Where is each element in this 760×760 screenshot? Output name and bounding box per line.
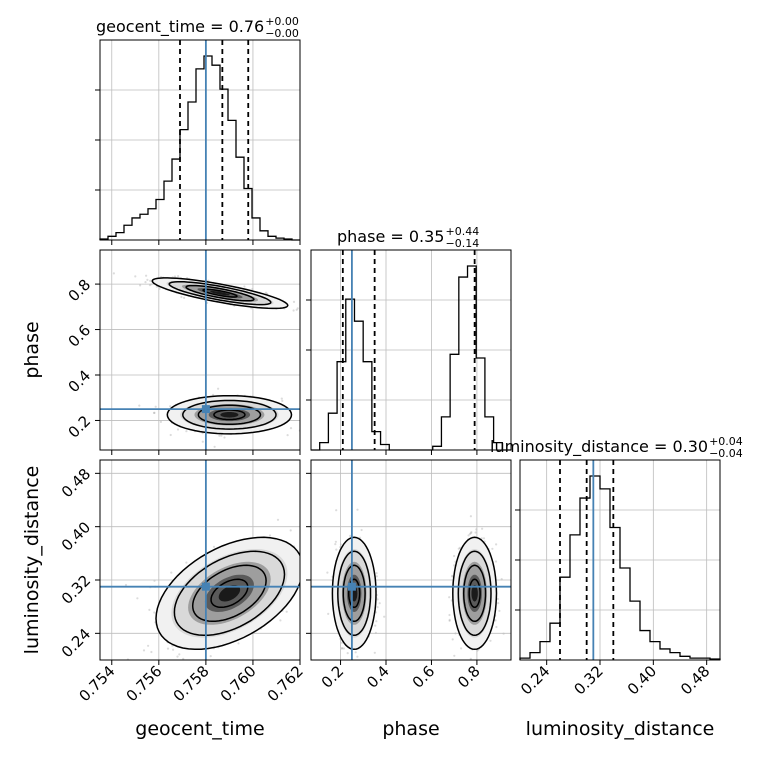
histogram-geocent_time bbox=[99, 55, 300, 241]
panel-frame-10 bbox=[99, 249, 301, 451]
truth-marker-geocent_time_phase bbox=[201, 405, 210, 414]
x-tick-label-geocent_time-4: 0.762 bbox=[264, 662, 307, 705]
contour-1-1 bbox=[168, 280, 272, 306]
x-tick-label-geocent_time-2: 0.758 bbox=[170, 662, 213, 705]
x-axis-label-luminosity_distance: luminosity_distance bbox=[526, 718, 715, 740]
panel-frame-20 bbox=[99, 459, 301, 661]
contour-0-3 bbox=[347, 578, 361, 609]
panel-frame-11 bbox=[310, 249, 512, 451]
contour-layer bbox=[151, 277, 498, 651]
title-sub-geocent_time: −0.00 bbox=[265, 27, 299, 40]
contour-0-2 bbox=[342, 564, 366, 623]
title-luminosity_distance: luminosity_distance = 0.30 +0.04−0.04 bbox=[490, 435, 743, 460]
histogram-luminosity_distance bbox=[519, 475, 721, 660]
density-geocent_time_luminosity_distance bbox=[156, 537, 300, 650]
density-level-0-4 bbox=[218, 585, 241, 602]
y-tick-label-luminosity_distance-1: 0.32 bbox=[58, 572, 94, 608]
contour-1-0 bbox=[151, 277, 289, 310]
title-sub-luminosity_distance: −0.04 bbox=[709, 447, 743, 460]
x-tick-label-phase-2: 0.6 bbox=[409, 662, 439, 692]
x-tick-label-luminosity_distance-2: 0.40 bbox=[624, 662, 660, 698]
title-phase: phase = 0.35 +0.44−0.14 bbox=[337, 225, 479, 250]
y-tick-label-phase-1: 0.4 bbox=[65, 367, 95, 397]
title-geocent_time: geocent_time = 0.76 +0.00−0.00 bbox=[96, 15, 299, 40]
contour-0-0 bbox=[155, 536, 300, 651]
truth-layer bbox=[100, 40, 595, 660]
contour-1-2 bbox=[185, 284, 255, 302]
x-axis-label-geocent_time: geocent_time bbox=[135, 718, 264, 740]
truth-marker-phase_luminosity_distance bbox=[347, 582, 356, 591]
y-tick-label-luminosity_distance-0: 0.24 bbox=[58, 625, 94, 661]
x-axis-label-phase: phase bbox=[382, 718, 439, 740]
contour-0-0 bbox=[331, 536, 377, 651]
contour-1-3 bbox=[468, 578, 481, 609]
panel-frame-21 bbox=[310, 459, 512, 661]
contours-geocent_time_phase bbox=[151, 277, 293, 435]
y-tick-label-luminosity_distance-3: 0.48 bbox=[58, 465, 94, 501]
density-level-1-4 bbox=[210, 291, 230, 296]
x-tick-label-luminosity_distance-0: 0.24 bbox=[517, 662, 553, 698]
title-main-luminosity_distance: luminosity_distance = 0.30 bbox=[490, 437, 708, 457]
title-sup-geocent_time: +0.00 bbox=[265, 15, 299, 28]
title-sup-luminosity_distance: +0.04 bbox=[709, 435, 743, 448]
contour-1-1 bbox=[457, 550, 492, 637]
contour-0-2 bbox=[197, 404, 262, 426]
density-layer bbox=[152, 277, 497, 650]
x-tick-label-luminosity_distance-3: 0.48 bbox=[677, 662, 713, 698]
y-tick-label-phase-2: 0.6 bbox=[65, 321, 95, 351]
y-axis-label-luminosity_distance: luminosity_distance bbox=[21, 466, 43, 655]
contour-1-0 bbox=[452, 536, 498, 651]
y-tick-label-phase-0: 0.2 bbox=[65, 412, 95, 442]
density-level-0-4 bbox=[220, 412, 239, 418]
contour-0-1 bbox=[173, 550, 286, 637]
title-sup-phase: +0.44 bbox=[445, 225, 479, 238]
x-tick-label-phase-3: 0.8 bbox=[454, 662, 484, 692]
contours-geocent_time_luminosity_distance bbox=[155, 536, 300, 651]
x-tick-label-geocent_time-3: 0.760 bbox=[217, 662, 260, 705]
contour-0-0 bbox=[166, 394, 293, 435]
contour-0-3 bbox=[210, 578, 249, 609]
y-tick-label-phase-3: 0.8 bbox=[65, 276, 95, 306]
contour-1-3 bbox=[202, 288, 238, 298]
label-layer: 0.754 0.756 0.758 0.760 0.762 0.2 0.4 0.6 0.8 0.2… bbox=[21, 15, 743, 740]
contour-0-1 bbox=[337, 550, 372, 637]
x-tick-label-geocent_time-0: 0.754 bbox=[75, 662, 118, 705]
histogram-phase bbox=[311, 265, 511, 451]
truth-marker-geocent_time_luminosity_distance bbox=[201, 582, 210, 591]
title-main-phase: phase = 0.35 bbox=[337, 227, 444, 246]
x-tick-label-luminosity_distance-1: 0.32 bbox=[570, 662, 606, 698]
panel-frame-00 bbox=[99, 39, 301, 241]
contour-1-2 bbox=[462, 564, 487, 623]
title-main-geocent_time: geocent_time = 0.76 bbox=[96, 17, 264, 37]
title-sub-phase: −0.14 bbox=[445, 237, 479, 250]
contour-0-3 bbox=[213, 409, 246, 421]
x-tick-label-geocent_time-1: 0.756 bbox=[123, 662, 166, 705]
y-axis-label-phase: phase bbox=[21, 321, 43, 378]
contour-0-1 bbox=[182, 399, 277, 430]
panel-frame-22 bbox=[519, 459, 721, 661]
density-phase_luminosity_distance bbox=[332, 537, 497, 650]
x-tick-label-phase-0: 0.2 bbox=[318, 662, 348, 692]
x-tick-label-phase-1: 0.4 bbox=[363, 662, 393, 692]
density-level-1-4 bbox=[471, 585, 478, 602]
contours-phase_luminosity_distance bbox=[331, 536, 498, 651]
hist-layer bbox=[99, 40, 721, 660]
y-tick-label-luminosity_distance-2: 0.40 bbox=[58, 518, 94, 554]
contour-0-2 bbox=[191, 564, 267, 623]
frame-layer bbox=[95, 39, 721, 665]
